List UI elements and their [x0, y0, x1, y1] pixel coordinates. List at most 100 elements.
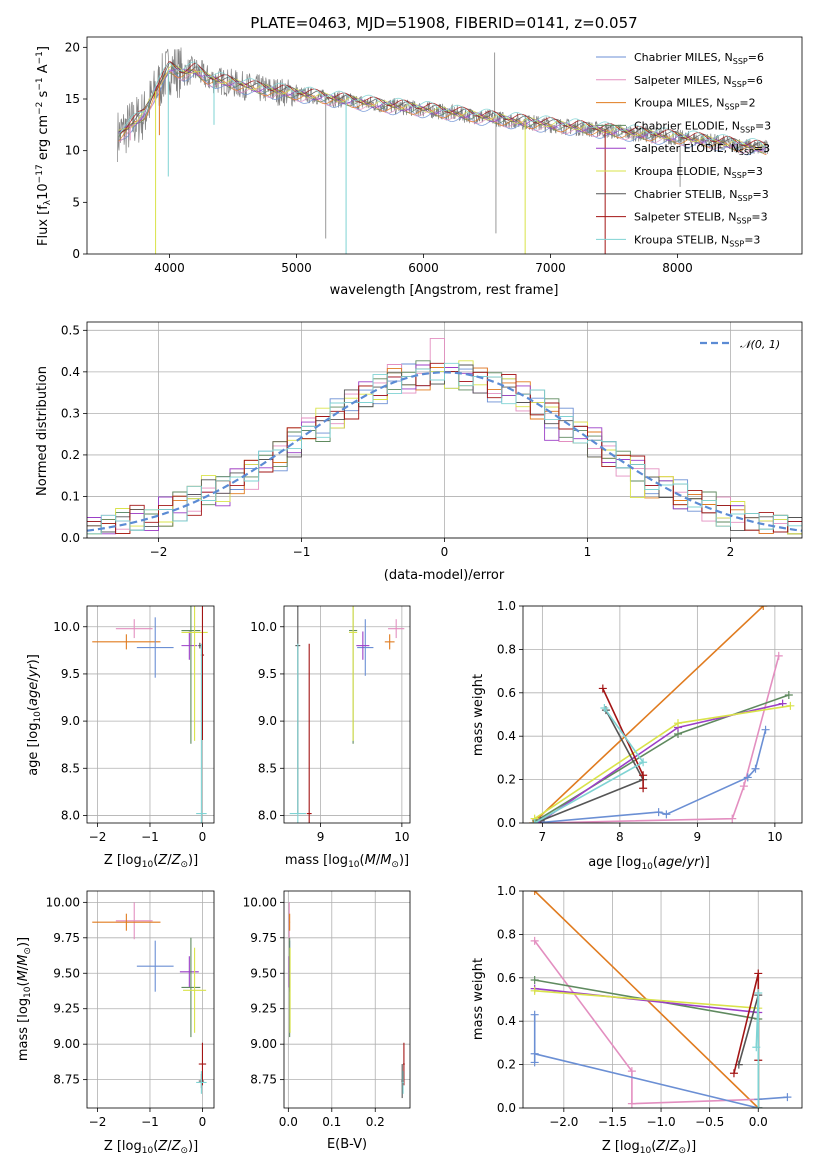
legend-label-sub: SSP	[724, 103, 739, 112]
legend-label: Kroupa MILES, NSSP=2	[634, 97, 756, 112]
legend-label: Chabrier ELODIE, NSSP=3	[634, 119, 771, 134]
mass-vs-Z-xlabel: Z [log10(Z/Z⊙)]	[104, 1139, 198, 1156]
y-tick-label: 0.4	[61, 365, 80, 379]
y-tick-label: 0.6	[497, 686, 516, 700]
legend-label: Salpeter ELODIE, NSSP=3	[634, 142, 770, 157]
errorbar-point	[115, 619, 153, 639]
weight-marker	[743, 773, 752, 782]
axes-frame	[283, 890, 411, 1109]
y-tick-label: 8.5	[61, 761, 80, 775]
frame-group: −2 −1 0 1 2 0.0 0.1 0.2 0.3 0.4 0.5	[61, 321, 803, 559]
legend-label: Kroupa STELIB, NSSP=3	[634, 233, 760, 248]
axes-frame	[522, 605, 803, 824]
weight-vs-Z-panel: Z [log10(Z/Z⊙)] mass weight −2.0 −1.5 −1.0…	[471, 884, 803, 1156]
errorbar-point	[92, 634, 161, 650]
plot-area	[530, 891, 792, 1108]
legend-label-text: Salpeter ELODIE, N	[634, 142, 739, 155]
y-tick-label: 0	[72, 247, 80, 261]
y-tick-label: 0.2	[497, 1058, 516, 1072]
grid-group	[523, 890, 802, 1109]
legend-label-text: Chabrier STELIB, N	[634, 188, 738, 201]
legend-label-sub: SSP	[732, 80, 747, 89]
errorbar-point	[181, 606, 208, 741]
legend-label-suffix: =3	[753, 188, 769, 201]
grid-group	[523, 605, 802, 824]
x-tick-label: 4000	[154, 261, 185, 275]
weight-marker	[728, 814, 737, 823]
residuals-ylabel: Normed distribution	[35, 366, 50, 496]
errorbar-point	[403, 1042, 405, 1086]
legend-label-suffix: =3	[751, 211, 767, 224]
grid-group	[284, 606, 410, 823]
legend-label-suffix: =3	[744, 233, 760, 246]
legend-label-suffix: =3	[754, 142, 770, 155]
legend-label: Salpeter STELIB, NSSP=3	[634, 211, 768, 226]
y-tick-label: 10.0	[250, 620, 277, 634]
legend-label-text: Salpeter MILES, N	[634, 74, 732, 87]
weight-line	[534, 987, 760, 1108]
y-tick-label: 0.0	[61, 531, 80, 545]
y-tick-label: 5	[72, 195, 80, 209]
weight-line	[538, 702, 783, 823]
plot-area	[289, 606, 405, 823]
axes-frame	[522, 890, 803, 1109]
y-tick-label: 9.5	[61, 667, 80, 681]
plot-area	[529, 606, 795, 823]
x-tick-label: 7000	[535, 261, 566, 275]
axes-frame	[86, 36, 803, 255]
histogram-step-line	[87, 337, 802, 535]
y-tick-label: 0.5	[61, 323, 80, 337]
age-vs-Z-ylabel: age [log10(age/yr)]	[26, 654, 43, 776]
errorbar-point	[357, 619, 374, 676]
mass-vs-Z-panel: Z [log10(Z/Z⊙)] mass [log10(M/M⊙)] −2 −1 0…	[16, 890, 215, 1156]
errorbar-point	[136, 940, 174, 992]
errorbar-point	[402, 1071, 404, 1094]
x-tick-label: 6000	[408, 261, 439, 275]
x-tick-label: 0	[441, 545, 449, 559]
x-tick-label: 10	[767, 830, 782, 844]
x-tick-label: 0.2	[366, 1115, 385, 1129]
errorbar-point	[183, 947, 207, 1033]
x-tick-label: 9	[694, 830, 702, 844]
weight-vs-Z-xlabel: Z [log10(Z/Z⊙)]	[602, 1139, 696, 1156]
legend-label-sub: SSP	[740, 125, 755, 134]
y-tick-label: 10	[65, 144, 80, 158]
legend-label-suffix: =3	[747, 165, 763, 178]
weight-marker	[639, 784, 648, 793]
y-tick-label: 20	[65, 40, 80, 54]
plot-area	[92, 606, 208, 823]
frame-group: −2.0 −1.5 −1.0 −0.5 0.0 0.0 0.2 0.4 0.6 0.8 1.0	[497, 884, 803, 1129]
legend-label-suffix: =6	[748, 51, 764, 64]
x-tick-label: −2	[150, 545, 168, 559]
age-vs-mass-panel: mass [log10(M/M⊙)] 9 10 8.0 8.5 9.0 9.5 10.0	[250, 605, 411, 870]
y-tick-label: 0.8	[497, 927, 516, 941]
legend-label: Salpeter MILES, NSSP=6	[634, 74, 763, 89]
residuals-xlabel: (data-model)/error	[384, 568, 505, 583]
x-tick-label: −1	[141, 1115, 159, 1129]
errorbar-point	[92, 913, 161, 931]
x-tick-label: −2	[89, 1115, 107, 1129]
legend-label-sub: SSP	[732, 171, 747, 180]
errorbar-point	[196, 1071, 207, 1094]
frame-group: 4000 5000 6000 7000 8000 0 5 10 15 20	[65, 36, 803, 275]
errorbar-point	[289, 947, 291, 1033]
weight-marker	[600, 703, 609, 712]
gaussian-curve	[87, 371, 802, 532]
y-tick-label: 10.00	[243, 895, 277, 909]
y-tick-label: 8.75	[53, 1073, 80, 1087]
weight-marker	[530, 975, 539, 984]
x-tick-label: 0	[199, 830, 207, 844]
weight-marker	[751, 764, 760, 773]
legend-label-text: Chabrier MILES, N	[634, 51, 733, 64]
weight-marker	[530, 936, 539, 945]
y-tick-label: 8.75	[250, 1073, 277, 1087]
legend-label-sub: SSP	[733, 57, 748, 66]
errorbar-point	[289, 643, 306, 823]
figure-title: PLATE=0463, MJD=51908, FIBERID=0141, z=0…	[250, 14, 637, 32]
legend-label-sub: SSP	[736, 217, 751, 226]
y-tick-label: 8.0	[258, 808, 277, 822]
residuals-panel: (data-model)/error Normed distribution −…	[35, 321, 803, 583]
x-tick-label: −1	[293, 545, 311, 559]
data-spectrum-line	[117, 47, 769, 163]
